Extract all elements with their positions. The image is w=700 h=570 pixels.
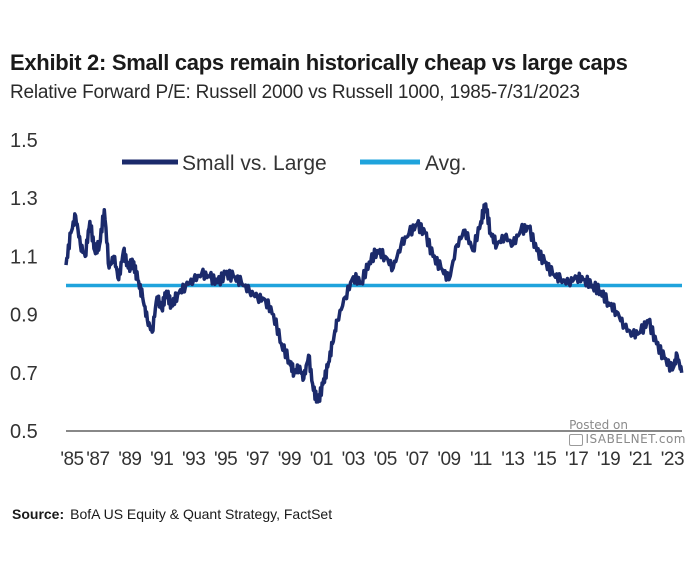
x-tick-label: '85 bbox=[60, 449, 83, 470]
globe-icon bbox=[568, 433, 583, 446]
x-tick-label: '09 bbox=[437, 449, 460, 470]
chart-title: Exhibit 2: Small caps remain historicall… bbox=[10, 50, 628, 75]
x-tick-label: '19 bbox=[597, 449, 620, 470]
x-tick-label: '07 bbox=[405, 449, 428, 470]
x-tick-label: '21 bbox=[629, 449, 652, 470]
y-axis: 0.5 0.7 0.9 1.1 1.3 1.5 bbox=[10, 130, 38, 443]
watermark-site: ISABELNET.com bbox=[568, 432, 687, 446]
x-tick-label: '95 bbox=[214, 449, 237, 470]
x-tick-label: '91 bbox=[150, 449, 173, 470]
x-tick-label: '03 bbox=[342, 449, 365, 470]
source-note: Source: BofA US Equity & Quant Strategy, … bbox=[12, 506, 332, 522]
x-tick-label: '87 bbox=[86, 449, 109, 470]
y-tick-label: 0.5 bbox=[10, 421, 38, 443]
x-tick-label: '23 bbox=[661, 449, 684, 470]
chart-plot: 0.5 0.7 0.9 1.1 1.3 1.5 '85'87 '89 '91 '93 '95 '97… bbox=[10, 130, 685, 470]
y-tick-label: 0.9 bbox=[10, 305, 38, 327]
chart-subtitle: Relative Forward P/E: Russell 2000 vs Ru… bbox=[10, 82, 580, 103]
x-tick-label: '97 bbox=[246, 449, 269, 470]
x-tick-label: '15 bbox=[533, 449, 556, 470]
x-tick-label: '89 bbox=[118, 449, 141, 470]
x-tick-label: '93 bbox=[182, 449, 205, 470]
x-tick-label: '17 bbox=[565, 449, 588, 470]
legend-label-small-vs-large: Small vs. Large bbox=[182, 152, 327, 175]
x-tick-label: '01 bbox=[310, 449, 333, 470]
y-tick-label: 1.3 bbox=[10, 188, 38, 210]
y-tick-label: 1.1 bbox=[10, 246, 38, 268]
x-tick-label: '05 bbox=[374, 449, 397, 470]
legend: Small vs. Large Avg. bbox=[122, 152, 467, 175]
series-line-small-vs-large bbox=[64, 202, 684, 404]
y-tick-label: 0.7 bbox=[10, 363, 38, 385]
legend-label-avg: Avg. bbox=[425, 152, 467, 175]
x-tick-label: '13 bbox=[501, 449, 524, 470]
source-text: BofA US Equity & Quant Strategy, FactSet bbox=[70, 506, 333, 522]
y-tick-label: 1.5 bbox=[10, 130, 38, 152]
watermark: Posted on ISABELNET.com bbox=[568, 418, 687, 446]
watermark-posted: Posted on bbox=[569, 418, 628, 432]
x-tick-label: '99 bbox=[278, 449, 301, 470]
x-axis: '85'87 '89 '91 '93 '95 '97 '99 '01 '03 '05 '07 '09 '… bbox=[60, 449, 684, 470]
x-tick-label: '11 bbox=[470, 449, 492, 470]
watermark-site-text: ISABELNET.com bbox=[585, 432, 686, 446]
source-label: Source: bbox=[12, 506, 65, 522]
